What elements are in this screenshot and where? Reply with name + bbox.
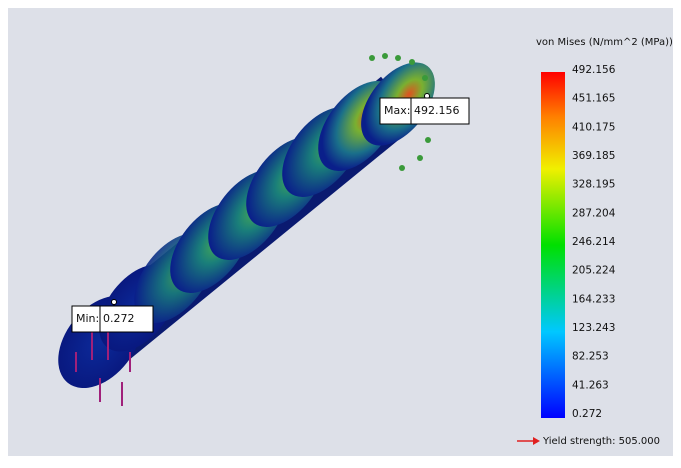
legend-label: 205.224 (572, 265, 616, 277)
legend-label: 369.185 (572, 150, 615, 162)
probe-value: 492.156 (414, 104, 460, 117)
legend-label: 123.243 (572, 322, 615, 334)
legend-label: 82.253 (572, 351, 609, 363)
legend-label: 164.233 (572, 293, 615, 305)
legend-label: 41.263 (572, 379, 609, 391)
legend-label: 287.204 (572, 207, 616, 219)
probe-label: Max: (384, 104, 410, 117)
legend-label: 492.156 (572, 64, 616, 76)
color-bar (541, 72, 565, 418)
legend-label: 0.272 (572, 408, 602, 420)
legend-title: von Mises (N/mm^2 (MPa)) (536, 37, 673, 48)
legend-label: 246.214 (572, 236, 616, 248)
legend-label: 451.165 (572, 93, 615, 105)
probe-label: Min: (76, 312, 99, 325)
max-probe: Max: 492.156 (380, 94, 469, 125)
yield-strength: Yield strength: 505.000 (542, 436, 660, 447)
probe-value: 0.272 (103, 312, 135, 325)
screenshot: Min: 0.272 Max: 492.156 von Mises (N/mm^… (0, 0, 681, 464)
legend-label: 410.175 (572, 121, 615, 133)
legend-label: 328.195 (572, 179, 615, 191)
